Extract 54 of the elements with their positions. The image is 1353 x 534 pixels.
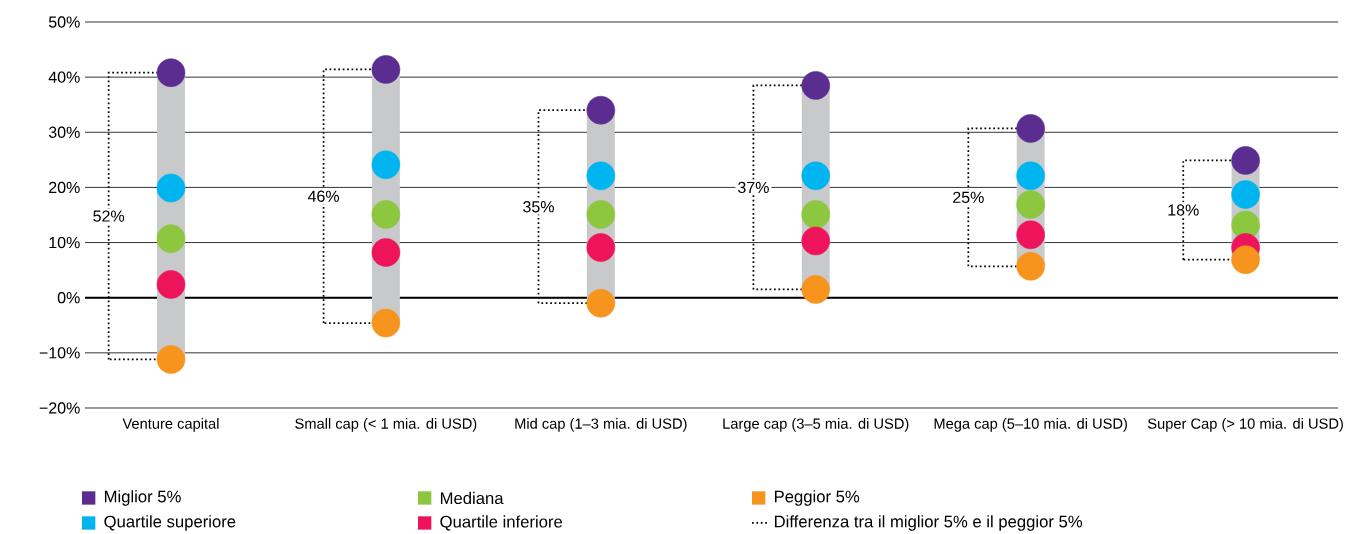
legend-label: Peggior 5% [774, 490, 860, 506]
data-label: 35% [523, 201, 554, 213]
y-tick-label: 40% [48, 71, 80, 83]
data-label: 46% [307, 190, 340, 202]
point [371, 308, 401, 338]
point [586, 233, 616, 262]
point [1231, 146, 1260, 175]
point [1016, 190, 1045, 219]
y-tick-label: 50% [48, 16, 80, 28]
point [586, 288, 616, 318]
y-tick-label: −10% [39, 347, 80, 359]
point [801, 71, 831, 100]
point [586, 200, 616, 229]
point [371, 55, 401, 84]
point [801, 226, 831, 256]
x-tick-label: Super Cap (> 10 mia. di USD) [1147, 418, 1343, 432]
point [1016, 161, 1045, 191]
legend-label: Quartile inferiore [440, 515, 563, 531]
point [801, 161, 831, 191]
point [1016, 252, 1045, 281]
y-tick-label: 0% [57, 292, 80, 304]
point [1231, 180, 1260, 209]
data-label: 18% [1168, 204, 1199, 216]
point [586, 161, 616, 191]
x-tick-label: Mega cap (5–10 mia. di USD) [934, 418, 1127, 432]
point [156, 345, 186, 374]
point [156, 270, 186, 299]
x-tick-label: Mid cap (1–3 mia. di USD) [515, 418, 687, 432]
point [801, 200, 831, 229]
point [371, 238, 401, 267]
legend-label: Quartile superiore [104, 515, 236, 531]
x-tick-label: Large cap (3–5 mia. di USD) [723, 418, 909, 432]
y-tick-label: 30% [48, 126, 80, 138]
x-tick-label: Small cap (< 1 mia. di USD) [295, 418, 477, 432]
data-label: 25% [953, 191, 984, 203]
point [1016, 220, 1045, 250]
data-label: 37% [738, 181, 769, 194]
point [156, 173, 186, 203]
point [1016, 114, 1045, 143]
point [156, 224, 186, 253]
data-label: 52% [93, 210, 125, 222]
y-tick-label: 10% [49, 236, 80, 249]
y-tick-label: 20% [49, 181, 80, 194]
legend-label: Mediana [440, 491, 504, 505]
point [1231, 245, 1260, 274]
point [371, 150, 401, 180]
x-tick-label: Venture capital [122, 418, 219, 432]
point [156, 58, 186, 87]
legend-label: Miglior 5% [104, 490, 181, 506]
point [586, 95, 616, 125]
y-tick-label: −20% [39, 402, 80, 414]
legend-label: Differenza tra il miglior 5% e il peggior 5% [774, 515, 1083, 531]
point [801, 275, 831, 304]
point [371, 200, 401, 229]
